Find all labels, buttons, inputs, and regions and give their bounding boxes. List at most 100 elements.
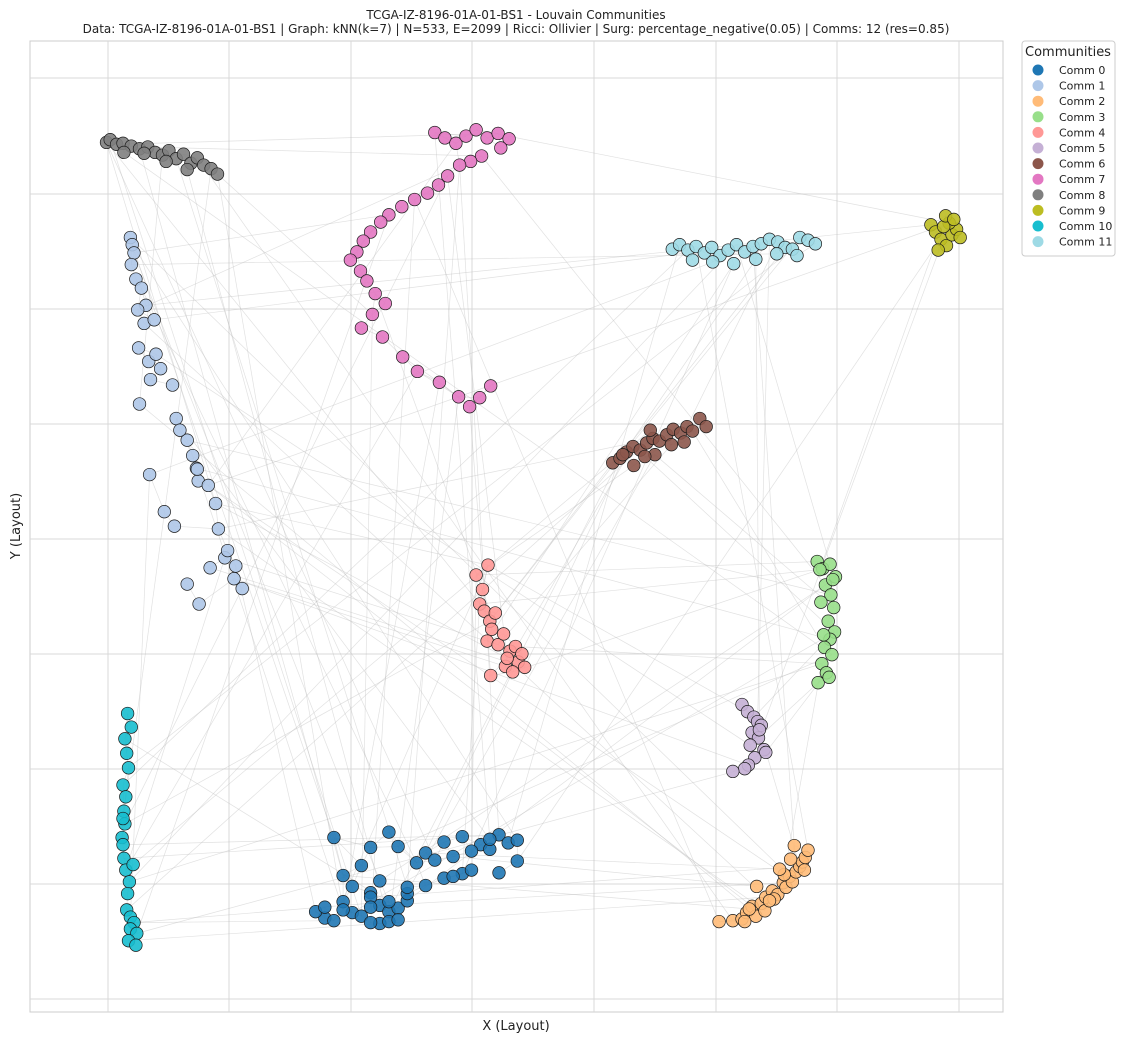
data-point-comm-3 — [825, 648, 839, 662]
data-point-comm-7 — [473, 391, 487, 405]
data-point-comm-1 — [220, 543, 235, 558]
data-point-comm-7 — [452, 158, 467, 172]
data-point-comm-0 — [363, 915, 378, 930]
legend-items: Comm 0 Comm 1 Comm 2 Comm 3 Comm 4 Comm 5 Comm… — [1032, 64, 1112, 249]
data-point-comm-10 — [120, 886, 135, 901]
graph-edge — [748, 222, 950, 766]
data-point-comm-2 — [787, 838, 801, 853]
data-point-comm-3 — [814, 595, 828, 609]
graph-edge — [757, 239, 770, 722]
graph-edge — [208, 485, 753, 907]
data-point-comm-3 — [826, 572, 840, 587]
data-point-comm-0 — [400, 880, 414, 894]
data-point-comm-11 — [685, 253, 700, 267]
data-point-comm-11 — [770, 247, 784, 261]
graph-edge — [434, 132, 491, 840]
data-point-comm-7 — [343, 253, 358, 267]
data-point-comm-4 — [485, 622, 499, 636]
graph-edge — [489, 247, 786, 622]
data-point-comm-10 — [119, 790, 133, 804]
data-point-comm-1 — [229, 559, 243, 573]
data-point-comm-7 — [440, 169, 455, 183]
data-point-comm-0 — [409, 856, 424, 870]
data-point-comm-0 — [354, 858, 369, 873]
graph-edge — [497, 426, 688, 645]
data-point-comm-6 — [677, 435, 691, 449]
data-point-comm-7 — [494, 141, 508, 155]
graph-edge — [174, 525, 219, 530]
data-point-comm-1 — [147, 313, 161, 327]
graph-edge — [686, 241, 779, 427]
data-point-comm-8 — [210, 167, 225, 181]
legend-marker-comm-6 — [1032, 158, 1044, 170]
data-point-comm-1 — [208, 496, 223, 511]
legend-label-comm-4: Comm 4 — [1059, 126, 1105, 139]
data-point-comm-3 — [824, 588, 838, 602]
graph-edge — [145, 222, 950, 306]
graph-edge — [783, 663, 823, 875]
graph-edge — [126, 442, 647, 911]
data-point-comm-1 — [127, 246, 141, 260]
data-point-comm-0 — [382, 895, 396, 909]
data-point-comm-9 — [953, 230, 967, 245]
graph-edge — [109, 139, 362, 917]
data-point-comm-1 — [153, 362, 168, 376]
data-point-comm-7 — [431, 178, 446, 192]
data-point-comm-1 — [227, 572, 241, 586]
graph-edge — [147, 146, 482, 157]
data-point-comm-6 — [685, 424, 700, 438]
data-point-comm-1 — [192, 597, 206, 611]
graph-edge — [692, 430, 825, 648]
data-point-comm-7 — [396, 350, 410, 364]
data-point-comm-10 — [122, 875, 137, 889]
legend-marker-comm-3 — [1032, 111, 1044, 123]
data-point-comm-7 — [360, 274, 374, 288]
data-point-comm-0 — [437, 835, 451, 849]
plot-area — [29, 40, 1004, 1013]
graph-edge — [453, 856, 757, 887]
data-point-comm-1 — [203, 561, 217, 575]
graph-edge — [125, 371, 418, 871]
data-point-comm-1 — [165, 378, 180, 392]
data-point-comm-4 — [518, 660, 532, 674]
legend-box — [1021, 40, 1116, 257]
data-point-comm-0 — [428, 853, 442, 867]
data-point-comm-10 — [116, 811, 130, 826]
graph-edge — [136, 768, 745, 934]
data-point-comm-1 — [201, 478, 215, 493]
data-points — [99, 123, 967, 952]
data-point-comm-11 — [749, 252, 763, 266]
legend-marker-comm-4 — [1032, 126, 1044, 138]
data-point-comm-10 — [129, 938, 143, 952]
graph-edge — [461, 603, 481, 874]
data-point-comm-7 — [491, 126, 505, 141]
data-point-comm-0 — [418, 846, 433, 860]
graph-edge — [512, 569, 821, 673]
data-point-comm-10 — [116, 838, 130, 852]
legend-label-comm-6: Comm 6 — [1059, 158, 1105, 171]
data-point-comm-4 — [496, 627, 511, 641]
graph-edge — [644, 456, 835, 633]
data-point-comm-7 — [356, 234, 370, 248]
legend-label-comm-8: Comm 8 — [1059, 189, 1105, 202]
data-point-comm-2 — [783, 852, 798, 866]
data-point-comm-4 — [500, 651, 514, 665]
legend-label-comm-0: Comm 0 — [1059, 64, 1105, 77]
graph-edge — [124, 175, 448, 825]
data-point-comm-4 — [481, 558, 495, 572]
data-point-comm-0 — [510, 854, 524, 868]
data-point-comm-0 — [455, 829, 469, 844]
graph-edge — [752, 246, 797, 872]
graph-edge — [471, 574, 477, 852]
legend-marker-comm-8 — [1032, 189, 1044, 201]
data-point-comm-0 — [373, 874, 387, 888]
data-point-comm-1 — [180, 577, 194, 591]
graph-edge — [695, 246, 809, 851]
graph-edge — [137, 164, 460, 311]
graph-edge — [654, 454, 834, 608]
graph-edge — [476, 129, 950, 224]
graph-edge — [447, 175, 508, 659]
data-point-comm-8 — [137, 146, 151, 160]
